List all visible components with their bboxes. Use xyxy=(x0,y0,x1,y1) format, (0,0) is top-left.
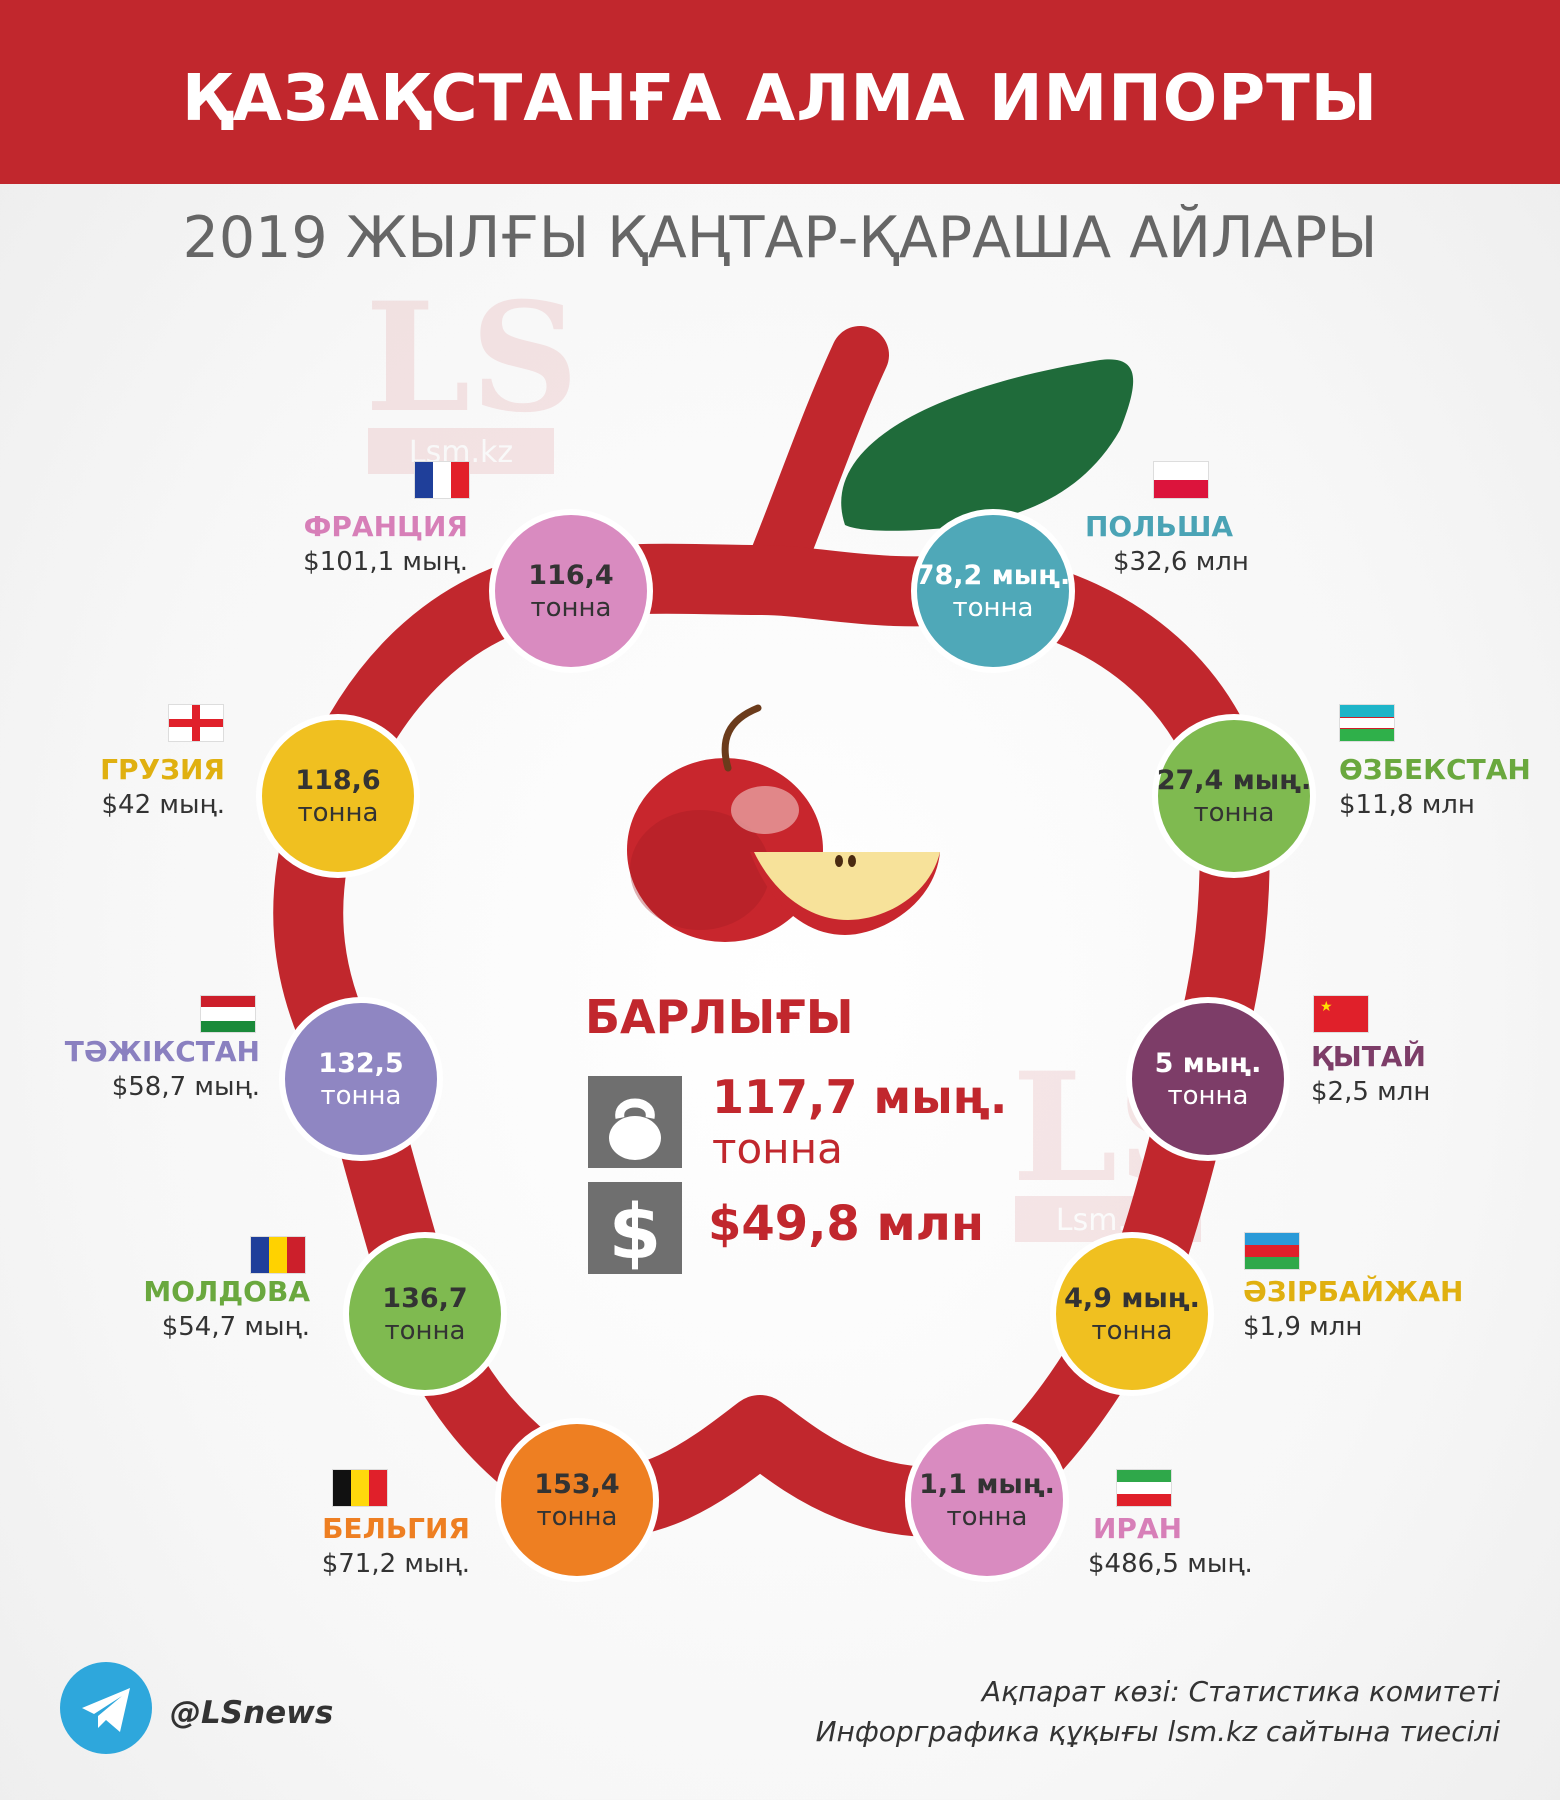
france-flag xyxy=(414,461,470,499)
total-amount: 117,7 мың. xyxy=(712,1070,1008,1124)
tajikistan-flag xyxy=(200,995,256,1033)
country-name-poland: ПОЛЬША xyxy=(1085,510,1234,543)
source-note: Ақпарат көзі: Статистика комитеті xyxy=(981,1675,1500,1708)
amount-moldova: 136,7 xyxy=(382,1282,468,1314)
unit-tajikistan: тонна xyxy=(320,1080,402,1111)
unit-uzbekistan: тонна xyxy=(1193,797,1275,828)
label-moldova: МОЛДОВА $54,7 мың. xyxy=(70,1275,310,1345)
label-belgium: БЕЛЬГИЯ $71,2 мың. xyxy=(230,1512,470,1582)
label-poland: ПОЛЬША $32,6 млн xyxy=(1085,510,1325,580)
country-circle-poland: 78,2 мың. тонна xyxy=(911,509,1075,673)
country-circle-georgia: 118,6 тонна xyxy=(256,714,420,878)
country-name-tajikistan: ТӘЖІКСТАН xyxy=(64,1035,260,1068)
apple-ring xyxy=(273,550,1270,1538)
amount-georgia: 118,6 xyxy=(295,764,381,796)
country-name-france: ФРАНЦИЯ xyxy=(303,510,468,543)
unit-poland: тонна xyxy=(952,592,1034,623)
country-value-georgia: $42 мың. xyxy=(101,790,225,820)
country-circle-china: 5 мың. тонна xyxy=(1126,997,1290,1161)
total-title: БАРЛЫҒЫ xyxy=(585,990,854,1044)
label-georgia: ГРУЗИЯ $42 мың. xyxy=(0,753,225,823)
svg-text:$: $ xyxy=(609,1187,662,1274)
country-value-uzbekistan: $11,8 млн xyxy=(1339,790,1475,820)
unit-georgia: тонна xyxy=(297,797,379,828)
amount-china: 5 мың. xyxy=(1154,1047,1262,1079)
country-name-moldova: МОЛДОВА xyxy=(143,1275,310,1308)
country-value-tajikistan: $58,7 мың. xyxy=(111,1072,260,1102)
label-china: ҚЫТАЙ $2,5 млн xyxy=(1311,1040,1551,1110)
label-azerbaijan: ӘЗІРБАЙЖАН $1,9 млн xyxy=(1243,1275,1483,1345)
header-banner: ҚАЗАҚСТАНҒА АЛМА ИМПОРТЫ xyxy=(0,0,1560,184)
country-value-belgium: $71,2 мың. xyxy=(321,1549,470,1579)
amount-uzbekistan: 27,4 мың. xyxy=(1156,764,1312,796)
country-value-poland: $32,6 млн xyxy=(1113,547,1249,577)
moldova-flag xyxy=(250,1236,306,1274)
total-value: $49,8 млн xyxy=(708,1196,985,1252)
iran-flag xyxy=(1116,1469,1172,1507)
china-flag: ★ xyxy=(1313,995,1369,1033)
amount-azerbaijan: 4,9 мың. xyxy=(1064,1282,1200,1314)
country-circle-france: 116,4 тонна xyxy=(489,509,653,673)
country-value-azerbaijan: $1,9 млн xyxy=(1243,1312,1363,1342)
center-apple-illustration xyxy=(627,704,940,942)
belgium-flag xyxy=(332,1469,388,1507)
country-circle-moldova: 136,7 тонна xyxy=(343,1232,507,1396)
poland-flag xyxy=(1153,461,1209,499)
unit-china: тонна xyxy=(1167,1080,1249,1111)
country-value-moldova: $54,7 мың. xyxy=(161,1312,310,1342)
uzbekistan-flag xyxy=(1339,704,1395,742)
label-france: ФРАНЦИЯ $101,1 мың. xyxy=(228,510,468,580)
page-title: ҚАЗАҚСТАНҒА АЛМА ИМПОРТЫ xyxy=(181,62,1379,136)
telegram-handle[interactable]: @LSnews xyxy=(170,1695,334,1731)
amount-france: 116,4 xyxy=(528,559,614,591)
unit-iran: тонна xyxy=(946,1501,1028,1532)
label-uzbekistan: ӨЗБЕКСТАН $11,8 млн xyxy=(1339,753,1560,823)
unit-azerbaijan: тонна xyxy=(1091,1315,1173,1346)
unit-france: тонна xyxy=(530,592,612,623)
country-circle-tajikistan: 132,5 тонна xyxy=(279,997,443,1161)
country-value-france: $101,1 мың. xyxy=(303,547,468,577)
amount-poland: 78,2 мың. xyxy=(915,559,1071,591)
amount-iran: 1,1 мың. xyxy=(919,1468,1055,1500)
country-circle-iran: 1,1 мың. тонна xyxy=(905,1418,1069,1582)
copyright-note: Инфорграфика құқығы lsm.kz сайтына тиесі… xyxy=(815,1715,1500,1748)
country-value-iran: $486,5 мың. xyxy=(1088,1549,1253,1579)
dollar-icon: $ xyxy=(588,1182,682,1276)
kettlebell-icon xyxy=(588,1076,682,1168)
unit-moldova: тонна xyxy=(384,1315,466,1346)
page-subtitle: 2019 ЖЫЛҒЫ ҚАҢТАР-ҚАРАША АЙЛАРЫ xyxy=(182,205,1378,271)
country-name-georgia: ГРУЗИЯ xyxy=(100,753,225,786)
telegram-icon[interactable] xyxy=(60,1662,152,1754)
country-name-iran: ИРАН xyxy=(1093,1512,1183,1545)
unit-belgium: тонна xyxy=(536,1501,618,1532)
label-tajikistan: ТӘЖІКСТАН $58,7 мың. xyxy=(20,1035,260,1105)
azerbaijan-flag xyxy=(1244,1232,1300,1270)
amount-belgium: 153,4 xyxy=(534,1468,620,1500)
apple-stem xyxy=(749,326,889,589)
country-circle-uzbekistan: 27,4 мың. тонна xyxy=(1152,714,1316,878)
apple-leaf xyxy=(841,359,1134,531)
country-circle-azerbaijan: 4,9 мың. тонна xyxy=(1050,1232,1214,1396)
country-name-uzbekistan: ӨЗБЕКСТАН xyxy=(1339,753,1531,786)
country-circle-belgium: 153,4 тонна xyxy=(495,1418,659,1582)
country-name-china: ҚЫТАЙ xyxy=(1311,1040,1426,1073)
georgia-flag xyxy=(168,704,224,742)
amount-tajikistan: 132,5 xyxy=(318,1047,404,1079)
label-iran: ИРАН $486,5 мың. xyxy=(1088,1512,1328,1582)
svg-text:LS: LS xyxy=(365,270,579,446)
country-value-china: $2,5 млн xyxy=(1311,1077,1431,1107)
country-name-belgium: БЕЛЬГИЯ xyxy=(322,1512,470,1545)
total-unit: тонна xyxy=(712,1124,843,1173)
country-name-azerbaijan: ӘЗІРБАЙЖАН xyxy=(1243,1275,1464,1308)
watermark-top-left: LS Lsm.kz xyxy=(365,270,579,474)
